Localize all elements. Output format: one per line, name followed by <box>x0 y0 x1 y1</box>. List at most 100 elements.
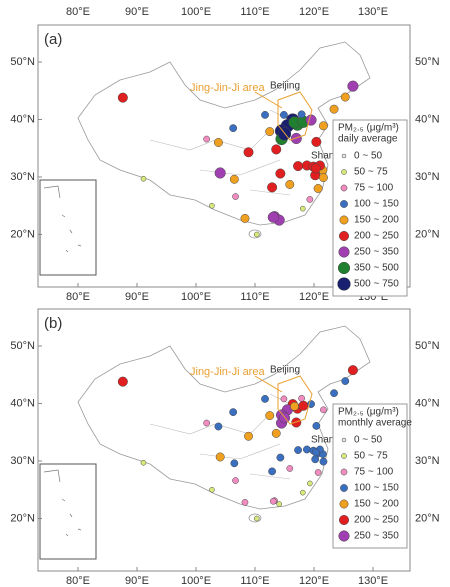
station <box>265 411 275 421</box>
station <box>311 136 322 147</box>
station <box>209 202 215 209</box>
x-tick-label-top: 90°E <box>125 6 149 18</box>
legend-marker <box>341 169 347 175</box>
y-tick-label-right: 50°N <box>415 340 440 352</box>
station <box>330 389 338 398</box>
legend-label: 200 ~ 250 <box>354 515 399 526</box>
x-tick-label: 90°E <box>125 575 149 587</box>
station <box>265 127 275 137</box>
region-outline <box>277 375 313 425</box>
station <box>261 395 269 403</box>
station <box>311 455 320 464</box>
station <box>306 196 314 203</box>
station <box>241 499 249 506</box>
legend-label: 350 ~ 500 <box>354 263 399 274</box>
legend-label: 250 ~ 350 <box>354 531 399 542</box>
station <box>267 182 278 193</box>
x-tick-label: 130°E <box>358 575 388 587</box>
station <box>232 477 239 484</box>
y-tick-label: 40°N <box>10 397 35 409</box>
station <box>305 114 317 126</box>
x-tick-label-top: 100°E <box>181 6 211 18</box>
station <box>215 452 225 462</box>
station <box>229 408 238 417</box>
station <box>303 445 311 454</box>
station <box>347 365 358 376</box>
station <box>276 501 282 507</box>
legend-marker <box>340 200 348 208</box>
y-tick-label-right: 30°N <box>415 171 440 183</box>
station <box>297 110 306 119</box>
y-tick-label-right: 50°N <box>415 56 440 68</box>
x-tick-label: 100°E <box>181 291 211 303</box>
legend-label: 150 ~ 200 <box>354 215 399 226</box>
legend-label: 100 ~ 150 <box>354 483 399 494</box>
station <box>319 457 328 466</box>
legend-marker <box>339 231 349 241</box>
station <box>271 428 281 438</box>
station <box>312 422 321 430</box>
legend-label: 0 ~ 50 <box>354 151 383 162</box>
y-tick-label: 40°N <box>10 113 35 125</box>
station <box>293 161 304 172</box>
map-panel: (a) 80°E 80°E 90°E 90°E 100°E 100°E 110°E 110°E 1… <box>10 6 439 303</box>
station <box>243 147 254 158</box>
panel-label: (a) <box>44 31 62 48</box>
station <box>286 465 294 472</box>
station <box>244 431 253 441</box>
x-tick-label-top: 80°E <box>66 6 90 18</box>
station <box>209 486 215 493</box>
legend-marker <box>337 277 351 291</box>
station <box>318 121 328 131</box>
x-tick-label-top: 110°E <box>240 6 269 18</box>
station <box>340 92 350 102</box>
station <box>271 144 282 155</box>
x-tick-label: 80°E <box>66 291 90 303</box>
station <box>310 163 321 174</box>
station <box>269 497 277 505</box>
city-label: Beijing <box>270 81 300 92</box>
station <box>253 231 260 238</box>
station <box>214 167 226 179</box>
station <box>253 515 260 522</box>
legend-marker <box>340 468 348 476</box>
x-tick-label: 110°E <box>240 291 269 303</box>
legend-marker <box>339 215 349 225</box>
station <box>294 446 302 454</box>
region-outline <box>277 91 313 141</box>
y-tick-label-right: 40°N <box>415 397 440 409</box>
legend-marker <box>340 484 348 492</box>
city-label: Beijing <box>270 365 300 376</box>
y-tick-label: 30°N <box>10 455 35 467</box>
legend-label: 75 ~ 100 <box>354 467 394 478</box>
y-tick-label: 50°N <box>10 56 35 68</box>
legend-label: 100 ~ 150 <box>354 199 399 210</box>
station <box>320 406 327 414</box>
station <box>232 193 239 200</box>
legend-label: 50 ~ 75 <box>354 451 388 462</box>
station <box>230 459 239 468</box>
station <box>240 213 250 223</box>
y-tick-label-right: 20°N <box>415 512 440 524</box>
station <box>117 92 128 103</box>
legend-marker <box>339 499 349 509</box>
station <box>140 459 147 466</box>
x-tick-label: 100°E <box>181 575 211 587</box>
x-tick-label: 110°E <box>240 575 269 587</box>
station <box>313 184 323 193</box>
station <box>314 469 322 476</box>
station <box>140 175 147 182</box>
x-tick-label: 120°E <box>299 291 329 303</box>
station <box>275 168 286 179</box>
station <box>261 111 269 119</box>
y-tick-label-right: 40°N <box>415 113 440 125</box>
legend-marker <box>341 153 347 159</box>
legend-marker <box>341 437 347 443</box>
legend-label: 500 ~ 750 <box>354 279 399 290</box>
legend-label: 75 ~ 100 <box>354 183 394 194</box>
station <box>341 377 350 385</box>
legend-title: PM₂.₅ (μg/m³) <box>338 407 399 418</box>
station <box>307 480 313 487</box>
station <box>276 453 285 462</box>
